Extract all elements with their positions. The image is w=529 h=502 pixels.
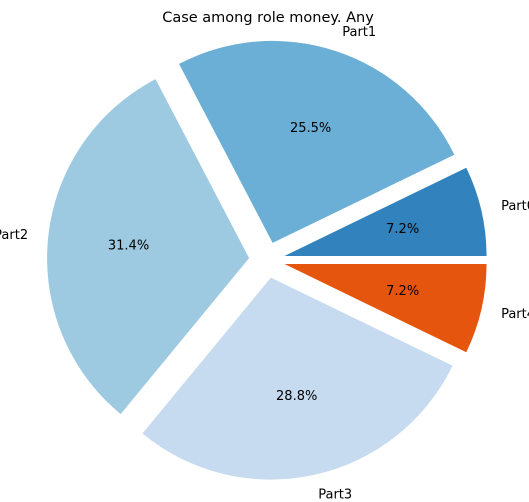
slice-label-part1: Part1	[342, 25, 376, 40]
slice-percent-part1: 25.5%	[290, 121, 331, 136]
pie-slice-part1	[179, 40, 455, 243]
pie-slice-part4	[284, 264, 487, 353]
slice-percent-part4: 7.2%	[386, 284, 419, 299]
pie-slice-part2	[47, 79, 250, 415]
slice-label-part4: Part4	[501, 307, 529, 322]
slice-percent-part3: 28.8%	[276, 389, 317, 404]
pie-slice-part3	[142, 277, 453, 480]
slice-percent-part2: 31.4%	[108, 239, 149, 254]
slice-label-part3: Part3	[318, 488, 352, 502]
pie-slices: Part0 7.2% Part1 25.5% Part2 31.4% Part3 28.8% P…	[0, 25, 529, 502]
slice-label-part0: Part0	[501, 199, 529, 214]
chart-title: Case among role money. Any	[162, 10, 374, 26]
slice-label-part2: Part2	[0, 228, 28, 243]
slice-percent-part0: 7.2%	[386, 222, 419, 237]
pie-slice-part0	[284, 167, 487, 256]
